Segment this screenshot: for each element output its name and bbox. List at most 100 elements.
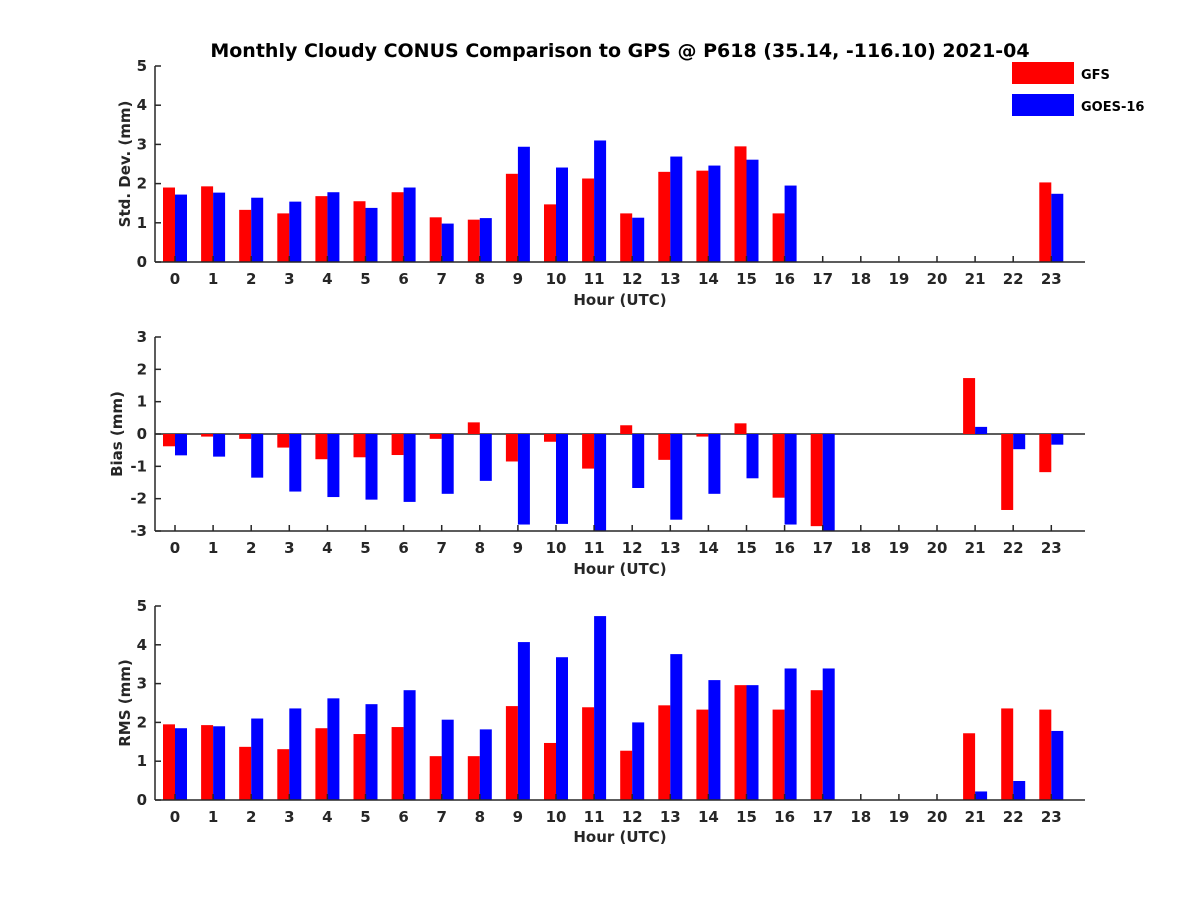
bias-bar-gfs-1 bbox=[201, 434, 214, 437]
rms-bar-gfs-1 bbox=[201, 725, 214, 800]
std-xtick-label: 16 bbox=[774, 270, 795, 288]
bias-bar-goes-16-14 bbox=[708, 434, 721, 494]
rms-bar-gfs-23 bbox=[1039, 709, 1052, 800]
legend-label-goes16: GOES-16 bbox=[1081, 100, 1144, 115]
rms-bar-goes-16-23 bbox=[1051, 730, 1064, 800]
rms-bar-gfs-12 bbox=[620, 750, 633, 800]
std-bar-goes-16-14 bbox=[708, 165, 721, 262]
bias-bar-gfs-0 bbox=[163, 434, 175, 447]
std-bar-goes-16-1 bbox=[213, 192, 226, 262]
bias-bar-gfs-9 bbox=[505, 434, 518, 462]
rms-xtick-label: 1 bbox=[208, 808, 218, 826]
rms-xtick-label: 17 bbox=[812, 808, 833, 826]
std-bar-goes-16-0 bbox=[175, 194, 187, 262]
bias-bar-goes-16-22 bbox=[1013, 434, 1026, 450]
bias-xtick-label: 13 bbox=[660, 539, 681, 557]
std-ytick-label: 3 bbox=[137, 135, 147, 153]
std-bar-gfs-23 bbox=[1039, 182, 1052, 262]
std-bar-gfs-10 bbox=[544, 204, 556, 262]
bias-bar-goes-16-1 bbox=[213, 434, 226, 457]
std-xtick-label: 14 bbox=[698, 270, 719, 288]
bias-bar-gfs-4 bbox=[315, 434, 328, 460]
bias-bar-gfs-16 bbox=[772, 434, 785, 498]
bias-bar-goes-16-12 bbox=[632, 434, 645, 488]
rms-xtick-label: 14 bbox=[698, 808, 719, 826]
rms-ytick-label: 3 bbox=[137, 675, 147, 693]
rms-bar-goes-16-13 bbox=[670, 654, 683, 800]
rms-xtick-label: 3 bbox=[284, 808, 294, 826]
rms-bar-gfs-22 bbox=[1001, 708, 1014, 800]
rms-bar-goes-16-6 bbox=[403, 690, 416, 800]
bias-bar-goes-16-16 bbox=[784, 434, 797, 525]
rms-xtick-label: 6 bbox=[398, 808, 408, 826]
bias-xlabel: Hour (UTC) bbox=[573, 560, 666, 578]
rms-xtick-label: 20 bbox=[927, 808, 948, 826]
rms-xtick-label: 11 bbox=[584, 808, 605, 826]
bias-xtick-label: 11 bbox=[584, 539, 605, 557]
bias-bar-goes-16-17 bbox=[822, 434, 835, 531]
rms-xtick-label: 5 bbox=[360, 808, 370, 826]
std-xtick-label: 23 bbox=[1041, 270, 1062, 288]
rms-bar-gfs-3 bbox=[277, 749, 290, 800]
rms-bar-goes-16-7 bbox=[441, 719, 454, 800]
bias-ytick-label: -3 bbox=[130, 522, 147, 540]
bias-ytick-label: 1 bbox=[137, 393, 147, 411]
bias-xtick-label: 14 bbox=[698, 539, 719, 557]
rms-bar-gfs-6 bbox=[391, 727, 404, 800]
rms-xtick-label: 18 bbox=[850, 808, 871, 826]
rms-bar-gfs-21 bbox=[963, 733, 976, 800]
std-xtick-label: 9 bbox=[513, 270, 523, 288]
std-bar-gfs-1 bbox=[201, 186, 214, 262]
rms-bar-gfs-8 bbox=[467, 756, 480, 800]
bias-xtick-label: 22 bbox=[1003, 539, 1024, 557]
bias-bar-gfs-14 bbox=[696, 434, 709, 437]
legend-label-gfs: GFS bbox=[1081, 68, 1110, 83]
rms-bar-gfs-0 bbox=[163, 724, 175, 800]
bias-bar-goes-16-4 bbox=[327, 434, 340, 498]
std-bar-goes-16-16 bbox=[784, 185, 797, 262]
bias-bar-goes-16-2 bbox=[251, 434, 264, 478]
std-bar-gfs-16 bbox=[772, 213, 785, 262]
bias-bar-gfs-13 bbox=[658, 434, 671, 460]
bias-bar-gfs-23 bbox=[1039, 434, 1052, 473]
std-bar-goes-16-15 bbox=[746, 159, 759, 262]
rms-xtick-label: 23 bbox=[1041, 808, 1062, 826]
bias-xtick-label: 8 bbox=[475, 539, 485, 557]
std-bar-goes-16-2 bbox=[251, 197, 264, 262]
bias-bar-gfs-17 bbox=[810, 434, 823, 527]
rms-bar-gfs-5 bbox=[353, 734, 366, 800]
rms-bar-gfs-4 bbox=[315, 728, 328, 800]
rms-xtick-label: 0 bbox=[170, 808, 180, 826]
bias-xtick-label: 12 bbox=[622, 539, 643, 557]
std-bar-gfs-0 bbox=[163, 187, 175, 262]
std-xtick-label: 8 bbox=[475, 270, 485, 288]
bias-bar-goes-16-13 bbox=[670, 434, 683, 520]
std-bar-goes-16-23 bbox=[1051, 193, 1064, 262]
rms-ytick-label: 5 bbox=[137, 597, 147, 615]
std-xtick-label: 13 bbox=[660, 270, 681, 288]
std-bar-gfs-15 bbox=[734, 146, 747, 262]
std-bar-goes-16-8 bbox=[479, 218, 492, 262]
rms-bar-gfs-14 bbox=[696, 709, 709, 800]
bias-bar-gfs-6 bbox=[391, 434, 404, 456]
std-bar-goes-16-9 bbox=[517, 146, 530, 262]
bias-ytick-label: -2 bbox=[130, 490, 147, 508]
bias-bar-gfs-15 bbox=[734, 423, 747, 434]
std-bar-gfs-8 bbox=[467, 219, 480, 262]
bias-bar-gfs-8 bbox=[467, 422, 480, 434]
rms-xtick-label: 21 bbox=[965, 808, 986, 826]
bias-ylabel: Bias (mm) bbox=[108, 391, 126, 477]
rms-xlabel: Hour (UTC) bbox=[573, 828, 666, 846]
rms-bar-goes-16-12 bbox=[632, 722, 645, 800]
rms-bar-goes-16-1 bbox=[213, 726, 226, 800]
std-bar-goes-16-3 bbox=[289, 201, 302, 262]
bias-xtick-label: 18 bbox=[850, 539, 871, 557]
legend: GFS GOES-16 bbox=[1012, 62, 1144, 116]
std-xtick-label: 11 bbox=[584, 270, 605, 288]
std-bar-gfs-2 bbox=[239, 209, 252, 262]
bias-ytick-label: 2 bbox=[137, 360, 147, 378]
bias-xtick-label: 10 bbox=[546, 539, 567, 557]
